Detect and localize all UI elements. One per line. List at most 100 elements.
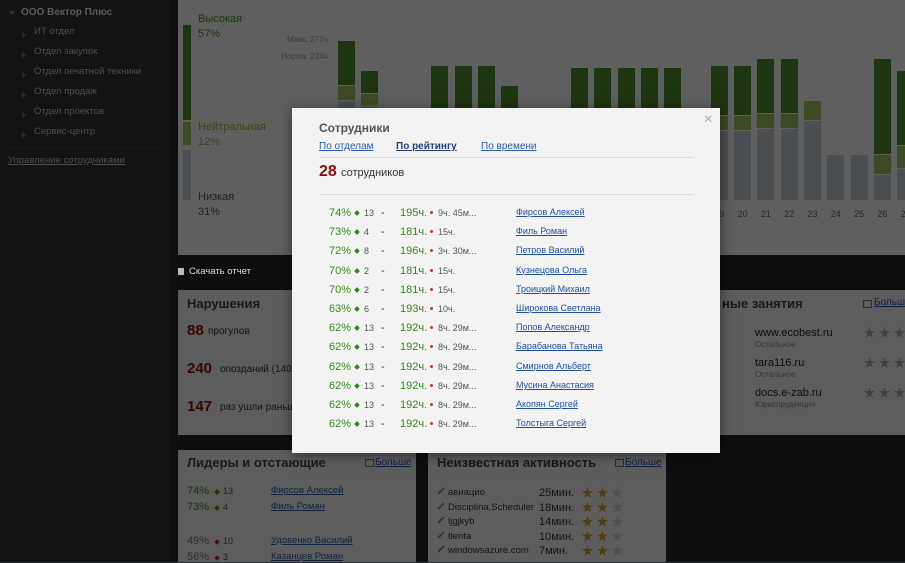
rating-percent: 62% bbox=[329, 399, 352, 411]
separator: - bbox=[381, 207, 385, 219]
idle-time: 8ч. 29м... bbox=[438, 380, 477, 391]
tab[interactable]: По рейтингу bbox=[396, 141, 457, 152]
violation-count: 13 bbox=[364, 400, 375, 410]
time-dot bbox=[430, 211, 433, 214]
employee-count-label: сотрудников bbox=[341, 167, 405, 179]
violation-count: 13 bbox=[364, 208, 375, 218]
separator: - bbox=[381, 283, 385, 296]
rating-dot bbox=[354, 382, 360, 389]
rating-percent: 70% bbox=[329, 283, 352, 296]
separator: - bbox=[381, 360, 385, 373]
rating-percent: 62% bbox=[329, 322, 352, 335]
time-dot bbox=[430, 403, 433, 406]
divider bbox=[319, 157, 694, 158]
rating-dot bbox=[354, 267, 360, 274]
time-dot bbox=[430, 364, 433, 368]
modal-body: Сотрудники × 28 сотрудников По отделам По… bbox=[292, 108, 720, 453]
employee-link[interactable]: Барабанова Татьяна bbox=[516, 341, 603, 352]
rating-percent: 62% bbox=[329, 418, 352, 431]
rating-dot bbox=[354, 229, 360, 236]
violation-count: 13 bbox=[364, 361, 375, 372]
employee-link[interactable]: Попов Александр bbox=[516, 322, 590, 333]
rating-percent: 72% bbox=[329, 245, 352, 258]
time-dot bbox=[430, 307, 433, 310]
separator: - bbox=[381, 264, 385, 277]
violation-count: 2 bbox=[364, 265, 370, 276]
worked-hours: 193ч. bbox=[400, 303, 428, 315]
worked-hours: 192ч. bbox=[400, 360, 428, 373]
time-dot bbox=[430, 268, 433, 272]
tab[interactable]: По времени bbox=[481, 141, 537, 152]
employee-link[interactable]: Акопян Сергей bbox=[516, 399, 578, 409]
time-dot bbox=[430, 422, 433, 426]
employee-link[interactable]: Мусина Анастасия bbox=[516, 379, 594, 390]
rating-dot bbox=[354, 421, 360, 428]
employees-modal: Сотрудники × 28 сотрудников По отделам По… bbox=[292, 108, 720, 453]
employee-link[interactable]: Петров Василий bbox=[516, 245, 585, 256]
violation-count: 13 bbox=[364, 380, 375, 391]
rating-percent: 63% bbox=[329, 303, 352, 315]
employee-link[interactable]: Кузнецова Ольга bbox=[516, 264, 588, 275]
time-dot bbox=[430, 383, 433, 387]
worked-hours: 181ч. bbox=[400, 226, 428, 239]
idle-time: 15ч. bbox=[438, 284, 456, 295]
rating-percent: 74% bbox=[329, 207, 352, 219]
idle-time: 10ч. bbox=[438, 304, 456, 314]
rating-percent: 73% bbox=[329, 226, 352, 239]
violation-count: 6 bbox=[364, 304, 370, 314]
employee-link[interactable]: Толстыга Сергей bbox=[516, 418, 587, 429]
rating-dot bbox=[354, 363, 360, 370]
tab[interactable]: По отделам bbox=[319, 141, 374, 152]
separator: - bbox=[381, 245, 385, 258]
separator: - bbox=[381, 418, 385, 431]
time-dot bbox=[430, 230, 433, 234]
employee-link[interactable]: Смирнов Альберт bbox=[516, 360, 591, 371]
worked-hours: 196ч. bbox=[400, 245, 428, 258]
rating-dot bbox=[354, 306, 360, 312]
worked-hours: 192ч. bbox=[400, 399, 428, 411]
violation-count: 13 bbox=[364, 342, 375, 353]
divider bbox=[319, 194, 694, 195]
time-dot bbox=[430, 287, 433, 291]
worked-hours: 181ч. bbox=[400, 264, 428, 277]
idle-time: 9ч. 45м... bbox=[438, 208, 477, 218]
time-dot bbox=[430, 345, 433, 349]
separator: - bbox=[381, 226, 385, 239]
rating-percent: 70% bbox=[329, 264, 352, 277]
worked-hours: 195ч. bbox=[400, 207, 428, 219]
employee-link[interactable]: Филь Роман bbox=[516, 226, 568, 237]
rating-percent: 62% bbox=[329, 360, 352, 373]
download-icon bbox=[178, 268, 184, 275]
separator: - bbox=[381, 379, 385, 392]
rating-percent: 62% bbox=[329, 341, 352, 354]
separator: - bbox=[381, 399, 385, 411]
idle-time: 3ч. 30м... bbox=[438, 246, 477, 257]
time-dot bbox=[430, 249, 433, 253]
idle-time: 8ч. 29м... bbox=[438, 400, 477, 410]
download-report[interactable]: Скачать отчет bbox=[189, 266, 251, 277]
separator: - bbox=[381, 341, 385, 354]
rating-dot bbox=[354, 344, 360, 351]
separator: - bbox=[381, 303, 385, 315]
employee-link[interactable]: Фирсов Алексей bbox=[516, 207, 585, 217]
close-button[interactable]: × bbox=[703, 111, 713, 128]
employee-link[interactable]: Троицкий Михаил bbox=[516, 283, 590, 294]
employee-link[interactable]: Широкова Светлана bbox=[516, 303, 601, 313]
violation-count: 4 bbox=[364, 227, 370, 238]
rating-dot bbox=[354, 402, 360, 408]
worked-hours: 192ч. bbox=[400, 379, 428, 392]
rating-dot bbox=[354, 248, 360, 255]
time-dot bbox=[430, 326, 433, 330]
employee-count: 28 bbox=[319, 163, 337, 180]
idle-time: 8ч. 29м... bbox=[438, 342, 477, 353]
violation-count: 13 bbox=[364, 419, 375, 430]
idle-time: 8ч. 29м... bbox=[438, 361, 477, 372]
rating-dot bbox=[354, 210, 360, 216]
idle-time: 15ч. bbox=[438, 227, 456, 238]
idle-time: 8ч. 29м... bbox=[438, 323, 477, 334]
separator: - bbox=[381, 322, 385, 335]
idle-time: 15ч. bbox=[438, 265, 456, 276]
rating-percent: 62% bbox=[329, 379, 352, 392]
